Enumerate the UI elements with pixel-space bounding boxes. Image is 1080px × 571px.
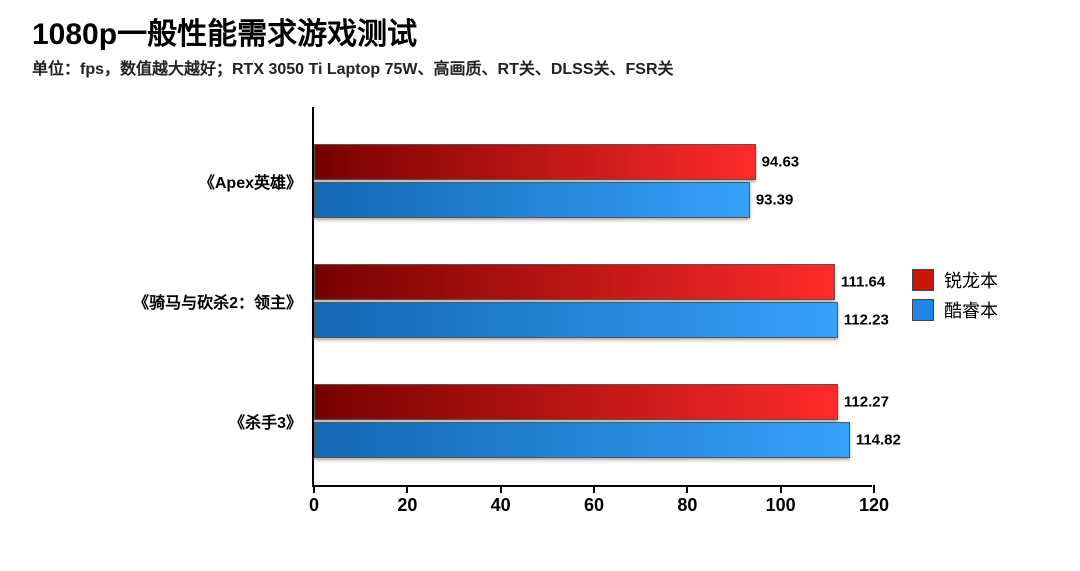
bar-ryzen [314, 264, 835, 300]
x-tick-label: 100 [766, 485, 796, 516]
legend-item-ryzen: 锐龙本 [912, 267, 1072, 293]
chart-container: 1080p一般性能需求游戏测试 单位：fps，数值越大越好；RTX 3050 T… [0, 0, 1080, 571]
x-tick-label: 120 [859, 485, 889, 516]
value-label: 94.63 [762, 153, 800, 170]
legend-item-core: 酷睿本 [912, 297, 1072, 323]
value-label: 93.39 [756, 191, 794, 208]
bar-core [314, 302, 838, 338]
value-label: 111.64 [841, 273, 885, 290]
legend-swatch-ryzen [912, 269, 934, 291]
value-label: 114.82 [856, 431, 901, 448]
bar-ryzen [314, 384, 838, 420]
x-tick-label: 80 [677, 485, 697, 516]
legend-label: 锐龙本 [944, 267, 998, 293]
bar-ryzen [314, 144, 756, 180]
x-tick-label: 20 [397, 485, 417, 516]
bar-core [314, 182, 750, 218]
plot-region: 020406080100120《Apex英雄》94.6393.39《骑马与砍杀2… [312, 107, 872, 487]
value-label: 112.23 [844, 311, 889, 328]
chart-area: 0 20 40 60 80 100 120 《Apex英雄》 94.63 93.39 《骑马与砍杀2… [32, 107, 1052, 537]
legend-swatch-core [912, 299, 934, 321]
legend: 锐龙本酷睿本 [912, 267, 1072, 327]
category-label: 《杀手3》 [229, 409, 314, 433]
chart-title: 1080p一般性能需求游戏测试 [32, 18, 1052, 53]
category-label: 《骑马与砍杀2：领主》 [133, 289, 314, 313]
x-tick-label: 60 [584, 485, 604, 516]
value-label: 112.27 [844, 393, 889, 410]
x-tick-label: 0 [309, 485, 319, 516]
chart-subtitle: 单位：fps，数值越大越好；RTX 3050 Ti Laptop 75W、高画质… [32, 55, 1052, 79]
bar-core [314, 422, 850, 458]
legend-label: 酷睿本 [944, 297, 998, 323]
x-tick-label: 40 [491, 485, 511, 516]
category-label: 《Apex英雄》 [199, 169, 314, 193]
